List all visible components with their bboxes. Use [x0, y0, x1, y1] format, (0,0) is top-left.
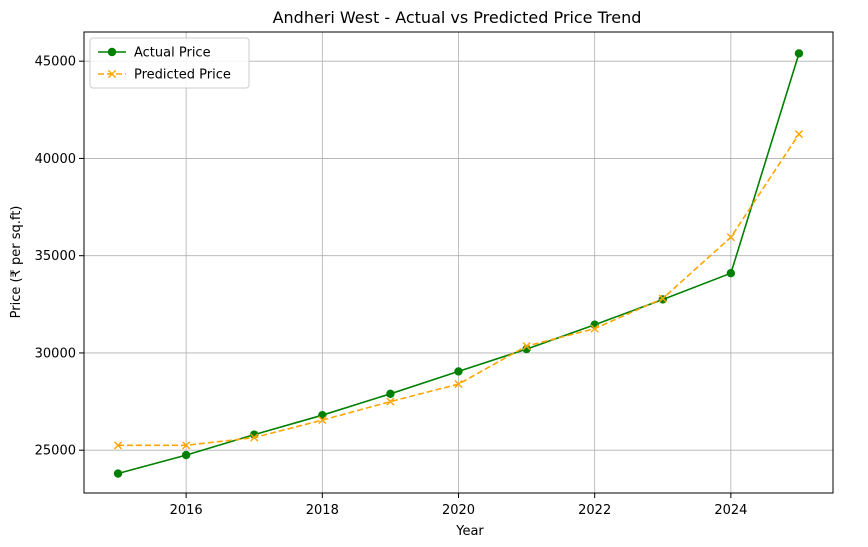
- legend-box: [89, 37, 250, 89]
- chart-title: Andheri West - Actual vs Predicted Price…: [273, 8, 642, 27]
- predicted-price-point: [794, 130, 804, 139]
- actual-price-point: [181, 450, 191, 460]
- predicted-price-point: [726, 233, 735, 242]
- predicted-price-point: [522, 342, 531, 351]
- predicted-price-point-stroke: [386, 397, 395, 406]
- predicted-price-point-stroke: [250, 433, 259, 442]
- predicted-price-point: [113, 441, 123, 450]
- legend-swatch-marker: [107, 69, 117, 79]
- y-tick-label: 30000: [35, 346, 76, 361]
- x-tick-label: 2020: [442, 503, 475, 518]
- legend-swatch-marker-stroke: [107, 69, 117, 79]
- grid: [84, 32, 833, 493]
- predicted-price-point: [658, 294, 667, 303]
- predicted-price-point: [318, 415, 327, 425]
- predicted-price-point-stroke: [726, 233, 735, 242]
- predicted-price-point: [590, 324, 599, 333]
- predicted-price-point: [386, 397, 395, 406]
- legend-entry-predicted-price: Predicted Price: [98, 68, 231, 83]
- x-tick-label: 2018: [306, 503, 339, 518]
- predicted-price-point-stroke: [522, 342, 531, 351]
- series-layer: [113, 49, 804, 478]
- y-axis-label: Price (₹ per sq.ft): [9, 206, 24, 319]
- y-tick-label: 40000: [35, 152, 76, 167]
- actual-price-point: [794, 49, 804, 58]
- actual-price-point: [386, 389, 395, 398]
- predicted-price-point-stroke: [113, 441, 123, 450]
- predicted-price-point-stroke: [318, 415, 327, 425]
- x-tick-label: 2024: [714, 503, 747, 518]
- legend: Actual Price Predicted Price: [89, 37, 250, 89]
- actual-price-point: [454, 367, 463, 376]
- legend-label: Actual Price: [134, 46, 211, 61]
- legend-swatch-marker: [107, 47, 117, 57]
- actual-price-point: [318, 410, 327, 420]
- x-tick-label: 2016: [170, 503, 203, 518]
- x-axis-label: Year: [455, 524, 484, 539]
- predicted-price-point-stroke: [182, 441, 191, 450]
- predicted-price-series: [113, 130, 804, 450]
- y-tick-label: 25000: [35, 444, 76, 459]
- y-tick-label: 35000: [35, 249, 76, 264]
- predicted-price-point-stroke: [454, 379, 463, 389]
- ticks: 2016 2018 2020 2022 2024 25000 30000 35000 40000…: [35, 55, 748, 518]
- predicted-price-point: [182, 441, 191, 450]
- predicted-price-point: [454, 379, 463, 389]
- legend-label: Predicted Price: [134, 68, 231, 83]
- predicted-price-point-stroke: [590, 324, 599, 333]
- y-tick-label: 45000: [35, 55, 76, 70]
- predicted-price-point: [250, 433, 259, 442]
- predicted-price-point-stroke: [658, 294, 667, 303]
- actual-price-point: [726, 268, 736, 278]
- legend-entry-actual-price: Actual Price: [98, 46, 211, 61]
- actual-price-point: [113, 469, 123, 478]
- x-tick-label: 2022: [578, 503, 611, 518]
- predicted-price-point-stroke: [794, 130, 804, 139]
